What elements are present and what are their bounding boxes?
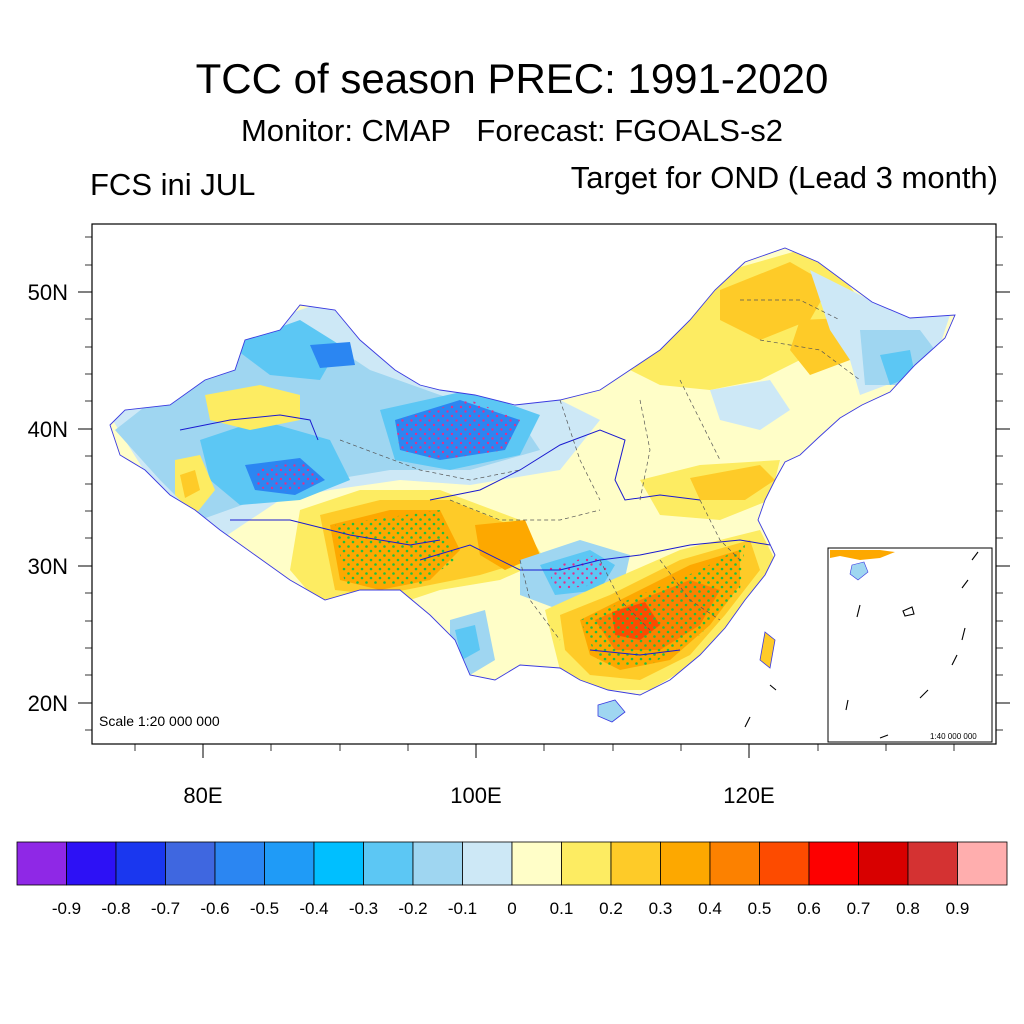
hainan-island — [597, 699, 626, 723]
colorbar-swatch — [264, 841, 315, 886]
colorbar-label: -0.6 — [200, 899, 229, 918]
colorbar-label: 0.3 — [649, 899, 673, 918]
colorbar-label: 0.1 — [550, 899, 574, 918]
colorbar-label: -0.5 — [250, 899, 279, 918]
colorbar-swatch — [808, 841, 859, 886]
figure-subtitle: Monitor: CMAP Forecast: FGOALS-s2 — [240, 113, 784, 148]
lat-label-50n: 50N — [28, 280, 68, 305]
colorbar-label: 0.9 — [946, 899, 970, 918]
colorbar-swatch — [907, 841, 958, 886]
colorbar-swatch — [709, 841, 760, 886]
colorbar-label: 0.7 — [847, 899, 871, 918]
colorbar-label: -0.4 — [299, 899, 328, 918]
colorbar-label: 0 — [507, 899, 516, 918]
colorbar-swatch — [561, 841, 612, 886]
lat-label-20n: 20N — [28, 691, 68, 716]
colorbar-label: 0.6 — [797, 899, 821, 918]
init-label: FCS ini JUL — [90, 167, 256, 202]
colorbar-label: -0.2 — [398, 899, 427, 918]
colorbar-label: -0.9 — [52, 899, 81, 918]
colorbar-label: -0.8 — [101, 899, 130, 918]
colorbar-swatch — [610, 841, 661, 886]
colorbar-swatch — [363, 841, 414, 886]
colorbar-swatch — [957, 841, 1008, 886]
colorbar-label: -0.7 — [151, 899, 180, 918]
river — [230, 519, 441, 546]
island-mark — [744, 716, 751, 728]
colorbar-label: -0.3 — [349, 899, 378, 918]
figure-title: TCC of season PREC: 1991-2020 — [195, 55, 829, 102]
colorbar-swatch — [214, 841, 265, 886]
yellow-river — [429, 429, 701, 501]
lon-ticks — [202, 744, 750, 758]
colorbar: -0.9 -0.8 -0.7 -0.6 -0.5 -0.4 -0.3 -0.2 -0.1 0 0.1… — [16, 841, 1008, 918]
china-outline — [109, 247, 956, 696]
colorbar-swatch — [858, 841, 909, 886]
lon-label-100e: 100E — [450, 783, 501, 808]
colorbar-swatch — [511, 841, 562, 886]
colorbar-label: 0.2 — [599, 899, 623, 918]
lat-label-30n: 30N — [28, 554, 68, 579]
pearl-river — [589, 649, 681, 656]
target-label: Target for OND (Lead 3 month) — [570, 160, 998, 195]
scale-label: Scale 1:20 000 000 — [99, 713, 220, 729]
colorbar-swatch — [115, 841, 166, 886]
taiwan-island — [759, 631, 776, 669]
colorbar-swatch — [462, 841, 513, 886]
colorbar-label: -0.1 — [448, 899, 477, 918]
colorbar-label: 0.5 — [748, 899, 772, 918]
province-boundaries — [339, 299, 861, 641]
lat-label-40n: 40N — [28, 417, 68, 442]
lon-minor-ticks — [134, 744, 955, 751]
lat-ticks — [78, 291, 1010, 704]
lat-minor-ticks — [85, 236, 1003, 731]
colorbar-swatch — [16, 841, 67, 886]
river — [179, 414, 319, 441]
inset-map: 1:40 000 000 — [827, 547, 993, 743]
lon-label-80e: 80E — [183, 783, 222, 808]
inset-scale-label: 1:40 000 000 — [930, 732, 977, 741]
colorbar-swatch — [165, 841, 216, 886]
colorbar-swatch — [66, 841, 117, 886]
island-mark — [769, 684, 777, 691]
colorbar-label: 0.4 — [698, 899, 722, 918]
colorbar-swatch — [313, 841, 364, 886]
colorbar-swatch — [660, 841, 711, 886]
lon-label-120e: 120E — [723, 783, 774, 808]
colorbar-label: 0.8 — [896, 899, 920, 918]
colorbar-swatch — [759, 841, 810, 886]
colorbar-swatch — [412, 841, 463, 886]
